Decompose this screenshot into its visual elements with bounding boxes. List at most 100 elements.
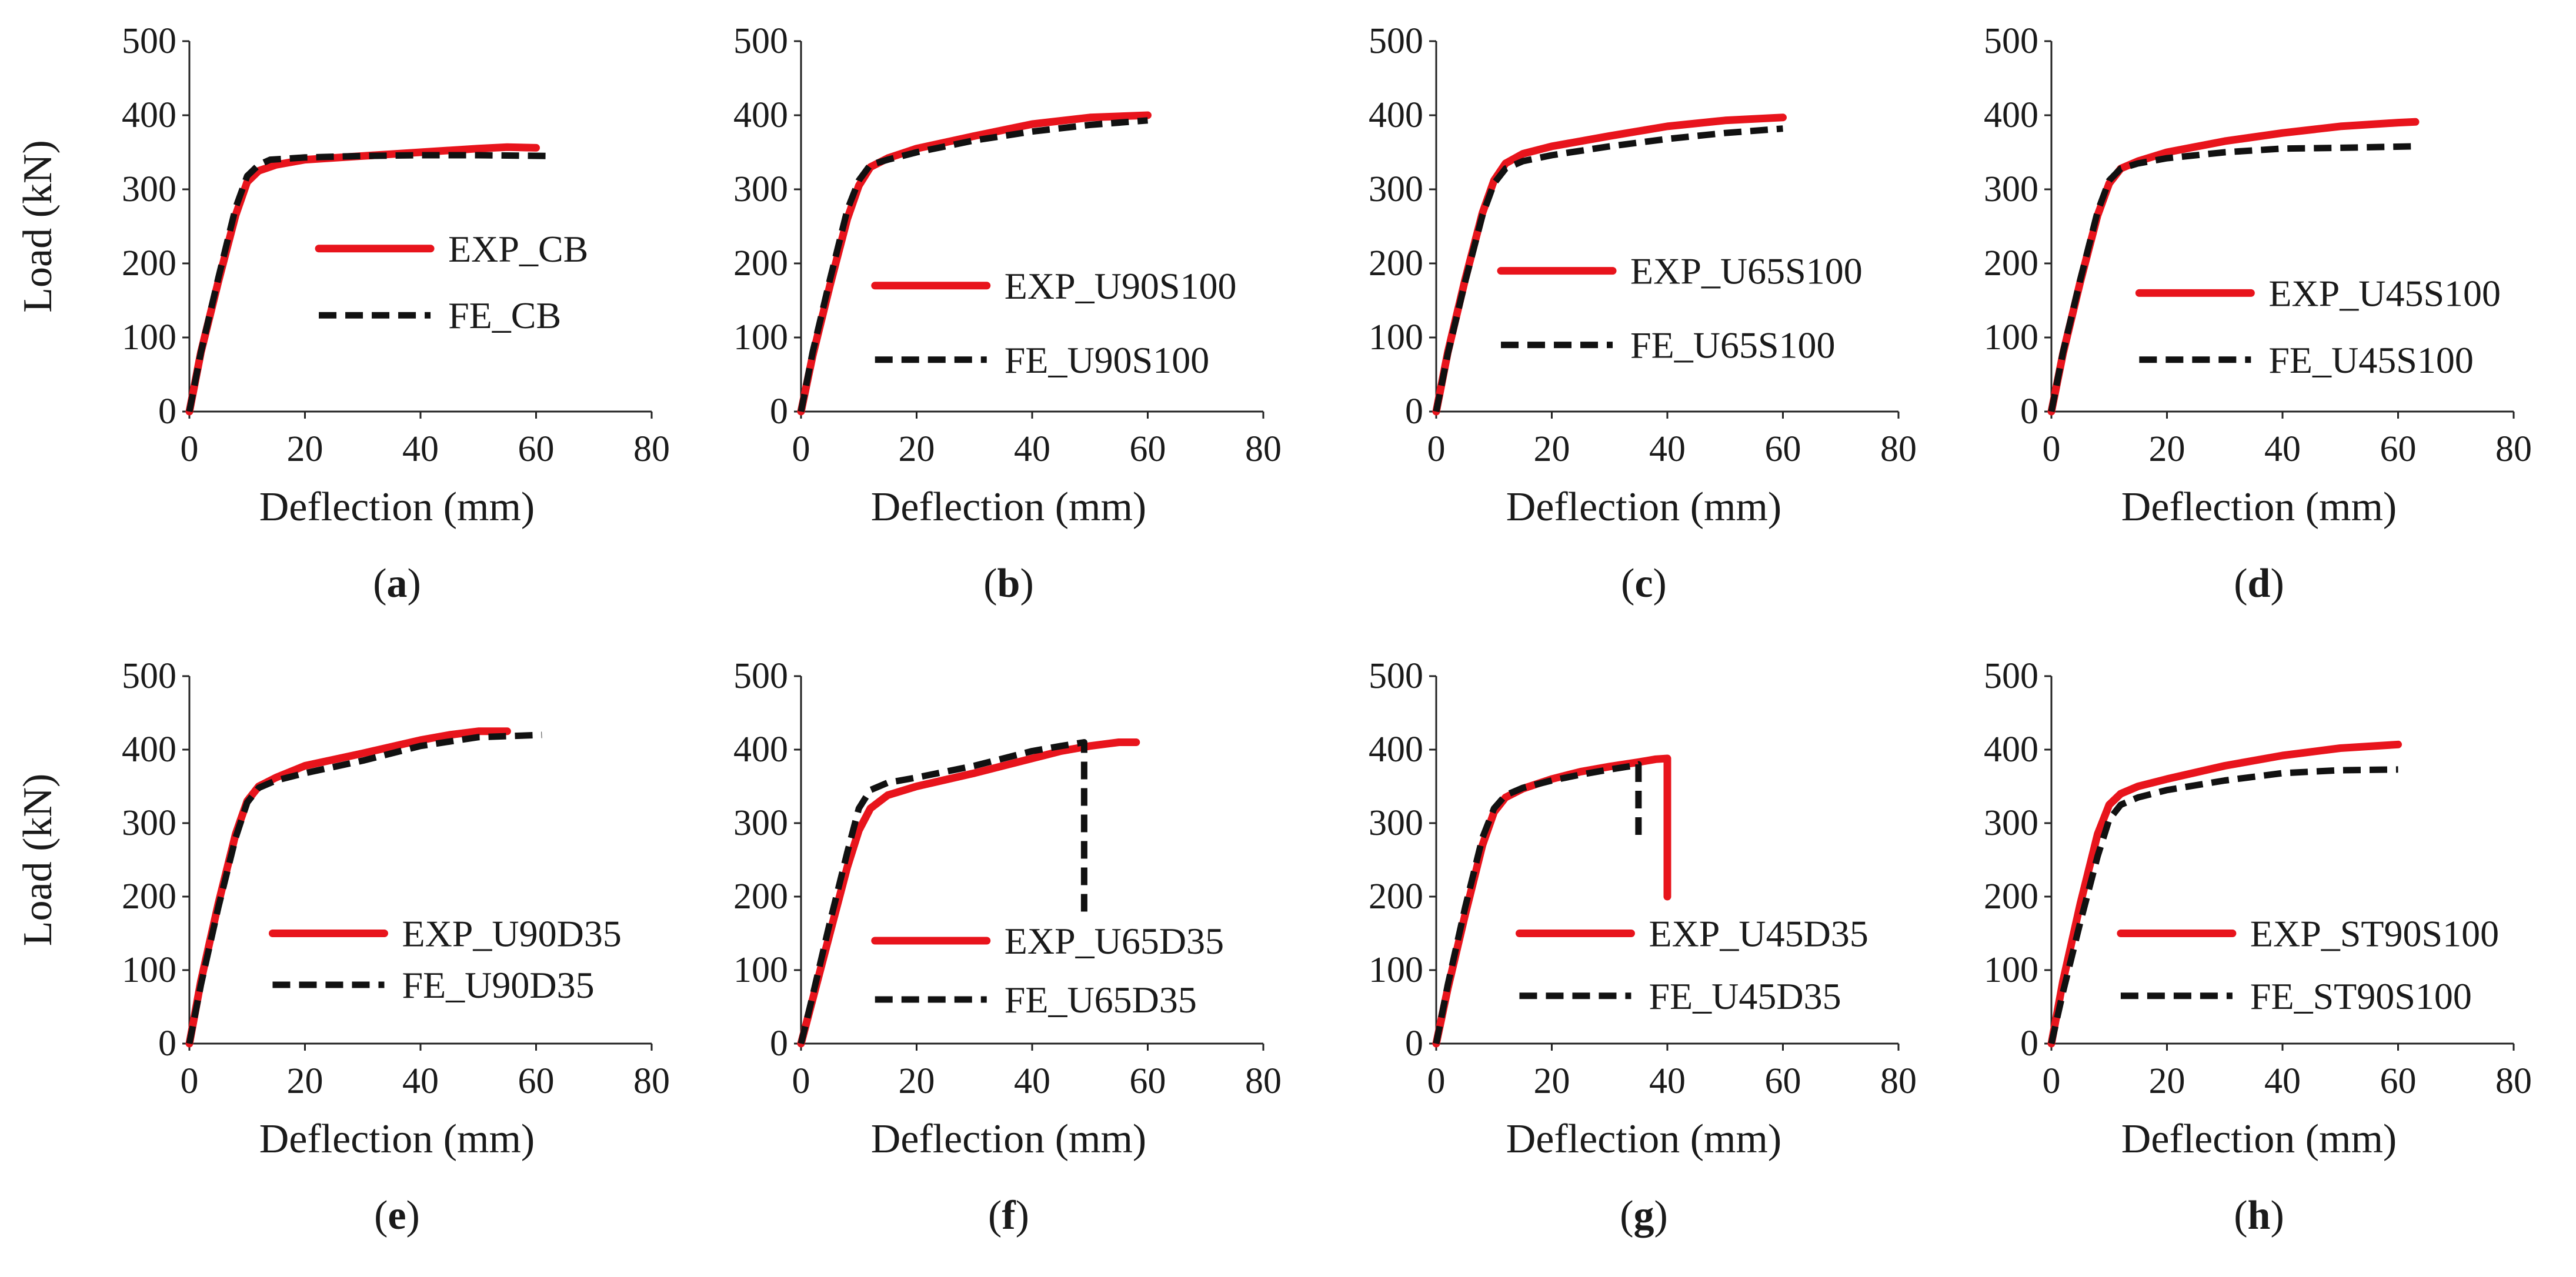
x-tick-label: 40 (1014, 429, 1050, 469)
panel-label: (c) (1621, 561, 1667, 606)
x-tick-label: 60 (1765, 1061, 1801, 1101)
y-tick-label: 500 (1984, 656, 2038, 696)
x-tick-label: 20 (287, 429, 323, 469)
x-axis-title: Deflection (mm) (2121, 1116, 2397, 1162)
x-tick-label: 40 (402, 429, 439, 469)
y-tick-label: 0 (2020, 1024, 2038, 1064)
legend-label: EXP_U65S100 (1630, 250, 1863, 292)
panel-label: (e) (374, 1193, 420, 1238)
panel-label: (h) (2234, 1193, 2284, 1238)
chart-panel-e: 0 100 200 300 400 500 0 20 40 60 80 Deflection (mm)… (15, 656, 670, 1238)
x-tick-label: 40 (1649, 1061, 1686, 1101)
y-tick-label: 300 (1369, 803, 1423, 843)
y-tick-label: 500 (733, 21, 788, 61)
y-tick-label: 100 (733, 950, 788, 990)
series-line-FE_U45D35 (1433, 761, 1642, 1045)
x-tick-label: 80 (1880, 429, 1917, 469)
panel-label: (a) (373, 561, 421, 606)
x-tick-label: 60 (1765, 429, 1801, 469)
x-tick-label: 0 (181, 1061, 199, 1101)
x-axis-title: Deflection (mm) (2121, 484, 2397, 530)
panel-label: (d) (2234, 561, 2284, 606)
y-tick-label: 400 (733, 95, 788, 135)
y-tick-label: 0 (158, 392, 176, 432)
x-tick-label: 0 (1427, 1061, 1446, 1101)
series-line-FE_U90D35 (186, 731, 542, 1045)
legend-label: EXP_U45D35 (1649, 913, 1868, 955)
x-tick-label: 20 (2149, 429, 2185, 469)
legend-label: EXP_U90S100 (1005, 265, 1237, 307)
series-line-FE_U90S100 (798, 117, 1148, 413)
x-tick-label: 20 (899, 429, 935, 469)
series-line-EXP_ST90S100 (2047, 740, 2402, 1048)
y-tick-label: 0 (2020, 392, 2038, 432)
y-tick-label: 400 (733, 730, 788, 770)
x-tick-label: 40 (402, 1061, 439, 1101)
series-line-FE_CB (186, 152, 548, 413)
x-tick-label: 0 (792, 429, 810, 469)
y-tick-label: 300 (122, 169, 176, 209)
x-axis-title: Deflection (mm) (871, 1116, 1146, 1162)
x-tick-label: 80 (2495, 1061, 2532, 1101)
panel-label: (g) (1620, 1193, 1668, 1238)
series-line-EXP_CB (185, 143, 540, 416)
legend-label: FE_U65D35 (1005, 979, 1197, 1021)
legend-label: EXP_U45S100 (2268, 272, 2501, 314)
legend-label: FE_U65S100 (1630, 325, 1836, 366)
x-tick-label: 0 (181, 429, 199, 469)
legend-label: FE_U45S100 (2268, 339, 2473, 381)
chart-panel-a: 0 100 200 300 400 500 0 20 40 60 80 Deflection (mm)… (15, 21, 670, 606)
x-tick-label: 80 (633, 1061, 670, 1101)
x-tick-label: 40 (1014, 1061, 1050, 1101)
y-tick-label: 200 (733, 877, 788, 917)
y-tick-label: 500 (122, 21, 176, 61)
series-line-FE_U65D35 (798, 739, 1087, 1045)
chart-panel-h: 0 100 200 300 400 500 0 20 40 60 80 Deflection (mm)… (1984, 656, 2532, 1238)
legend-label: FE_CB (448, 295, 561, 336)
x-axis-title: Deflection (mm) (259, 1116, 535, 1162)
x-axis-title: Deflection (mm) (1506, 1116, 1781, 1162)
series-line-FE_U45S100 (2048, 143, 2416, 413)
x-tick-label: 80 (633, 429, 670, 469)
y-tick-label: 300 (1369, 169, 1423, 209)
x-tick-label: 40 (1649, 429, 1686, 469)
y-tick-label: 0 (158, 1024, 176, 1064)
y-tick-label: 200 (1369, 877, 1423, 917)
legend-label: FE_U90S100 (1005, 339, 1210, 381)
x-tick-label: 40 (2264, 1061, 2301, 1101)
y-tick-label: 400 (1984, 95, 2038, 135)
panel-label: (b) (983, 561, 1034, 606)
chart-panel-f: 0 100 200 300 400 500 0 20 40 60 80 Deflection (mm)… (733, 656, 1282, 1238)
y-tick-label: 100 (1984, 317, 2038, 357)
y-tick-label: 300 (122, 803, 176, 843)
y-tick-label: 100 (733, 317, 788, 357)
y-tick-label: 0 (1405, 392, 1423, 432)
x-axis-title: Deflection (mm) (1506, 484, 1781, 530)
series-line-EXP_U45D35 (1432, 754, 1671, 1048)
legend-label: EXP_U65D35 (1005, 920, 1224, 962)
y-tick-label: 500 (733, 656, 788, 696)
x-axis-title: Deflection (mm) (259, 484, 535, 530)
x-tick-label: 80 (1245, 429, 1282, 469)
y-tick-label: 0 (1405, 1024, 1423, 1064)
y-tick-label: 400 (122, 95, 176, 135)
x-tick-label: 60 (1130, 429, 1166, 469)
legend-label: FE_ST90S100 (2250, 975, 2472, 1017)
series-line-FE_ST90S100 (2048, 766, 2398, 1045)
x-tick-label: 0 (792, 1061, 810, 1101)
x-tick-label: 60 (2380, 429, 2417, 469)
y-tick-label: 200 (1984, 243, 2038, 283)
panel-label: (f) (988, 1193, 1029, 1238)
x-tick-label: 0 (2043, 429, 2061, 469)
y-axis-title: Load (kN) (15, 140, 61, 313)
y-tick-label: 0 (770, 392, 788, 432)
x-tick-label: 20 (287, 1061, 323, 1101)
chart-panel-b: 0 100 200 300 400 500 0 20 40 60 80 Deflection (mm)… (733, 21, 1282, 606)
chart-panel-c: 0 100 200 300 400 500 0 20 40 60 80 Deflection (mm)… (1369, 21, 1917, 606)
y-tick-label: 100 (122, 950, 176, 990)
y-axis-title: Load (kN) (15, 774, 61, 947)
legend-label: EXP_U90D35 (402, 913, 621, 955)
chart-panel-d: 0 100 200 300 400 500 0 20 40 60 80 Deflection (mm)… (1984, 21, 2532, 606)
series-line-FE_U65S100 (1433, 125, 1783, 413)
